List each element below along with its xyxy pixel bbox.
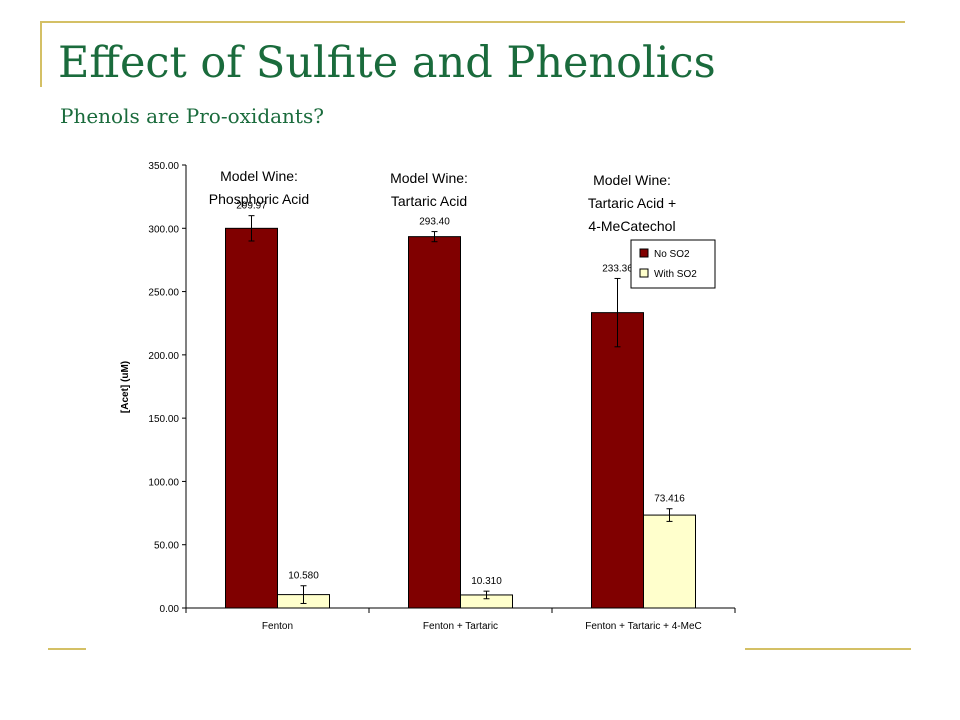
group-annotation: 4-MeCatechol xyxy=(588,218,675,234)
x-tick-label: Fenton + Tartaric xyxy=(423,621,498,632)
legend-swatch xyxy=(639,248,649,258)
data-label: 299.97 xyxy=(236,201,267,212)
left-accent-line xyxy=(40,21,42,87)
y-tick-label: 0.00 xyxy=(160,604,180,615)
y-axis-label: [Acet] (uM) xyxy=(120,361,131,413)
y-tick-label: 350.00 xyxy=(148,161,179,172)
slide-title: Effect of Sulfite and Phenolics xyxy=(58,38,716,88)
slide-subtitle: Phenols are Pro-oxidants? xyxy=(60,104,324,128)
bar xyxy=(408,236,461,609)
y-tick-label: 50.00 xyxy=(154,541,179,552)
group-annotation: Model Wine: xyxy=(390,170,468,186)
data-label: 10.580 xyxy=(288,571,319,582)
legend-label: With SO2 xyxy=(654,269,697,280)
bar xyxy=(643,514,696,609)
x-tick-label: Fenton + Tartaric + 4-MeC xyxy=(585,621,702,632)
group-annotation: Model Wine: xyxy=(593,172,671,188)
data-label: 73.416 xyxy=(654,494,685,505)
group-annotation: Phosphoric Acid xyxy=(209,191,309,207)
y-tick-label: 250.00 xyxy=(148,288,179,299)
y-tick-label: 300.00 xyxy=(148,224,179,235)
group-annotation: Tartaric Acid + xyxy=(588,195,676,211)
legend-label: No SO2 xyxy=(654,249,690,260)
data-label: 233.36 xyxy=(602,263,633,274)
group-annotation: Model Wine: xyxy=(220,168,298,184)
top-accent-line xyxy=(40,21,905,23)
y-tick-label: 200.00 xyxy=(148,351,179,362)
legend-swatch xyxy=(639,268,649,278)
x-tick-label: Fenton xyxy=(262,621,293,632)
bottom-right-accent-line xyxy=(745,648,911,650)
bar xyxy=(591,312,644,609)
bar xyxy=(225,227,278,609)
group-annotation: Tartaric Acid xyxy=(391,193,467,209)
data-label: 10.310 xyxy=(471,576,502,587)
data-label: 293.40 xyxy=(419,217,450,228)
bottom-left-accent-line xyxy=(48,648,86,650)
y-tick-label: 100.00 xyxy=(148,477,179,488)
y-tick-label: 150.00 xyxy=(148,414,179,425)
legend-box xyxy=(630,239,716,289)
